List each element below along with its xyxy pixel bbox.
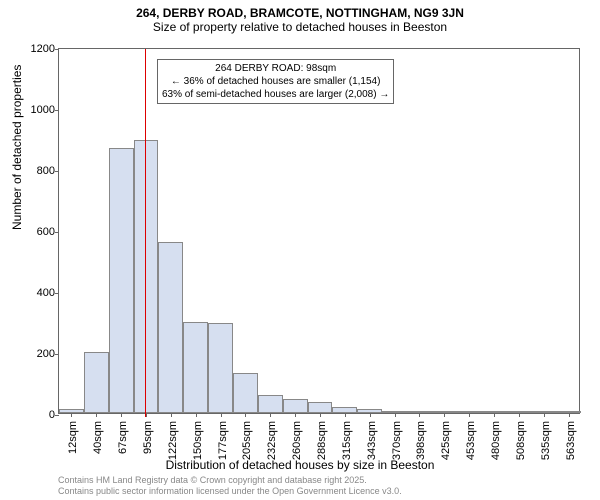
x-tick-label: 260sqm — [291, 419, 303, 460]
chart-plot-area: 02004006008001000120012sqm40sqm67sqm95sq… — [58, 48, 580, 414]
annotation-line: 63% of semi-detached houses are larger (… — [162, 88, 389, 101]
x-tick-label: 12sqm — [67, 419, 79, 454]
histogram-bar — [183, 322, 208, 414]
x-tick-label: 343sqm — [366, 419, 378, 460]
footer-attribution: Contains HM Land Registry data © Crown c… — [58, 475, 402, 498]
x-tick-label: 315sqm — [341, 419, 353, 460]
x-tick-label: 40sqm — [92, 419, 104, 454]
x-tick-label: 480sqm — [490, 419, 502, 460]
histogram-bar — [84, 352, 109, 413]
footer-line2: Contains public sector information licen… — [58, 486, 402, 498]
histogram-bar — [158, 242, 183, 413]
x-tick-label: 398sqm — [415, 419, 427, 460]
title-sub: Size of property relative to detached ho… — [0, 20, 600, 38]
histogram-bar — [233, 373, 258, 413]
x-tick-label: 563sqm — [565, 419, 577, 460]
title-main: 264, DERBY ROAD, BRAMCOTE, NOTTINGHAM, N… — [0, 0, 600, 20]
footer-line1: Contains HM Land Registry data © Crown c… — [58, 475, 402, 487]
x-tick-label: 370sqm — [391, 419, 403, 460]
x-tick-label: 288sqm — [316, 419, 328, 460]
x-tick-label: 177sqm — [217, 419, 229, 460]
x-axis-label: Distribution of detached houses by size … — [0, 458, 600, 472]
annotation-box: 264 DERBY ROAD: 98sqm← 36% of detached h… — [157, 59, 394, 104]
annotation-line: 264 DERBY ROAD: 98sqm — [162, 62, 389, 75]
x-tick-label: 535sqm — [540, 419, 552, 460]
x-tick-label: 425sqm — [440, 419, 452, 460]
histogram-bar — [308, 402, 333, 413]
x-tick-label: 205sqm — [241, 419, 253, 460]
annotation-line: ← 36% of detached houses are smaller (1,… — [162, 75, 389, 88]
histogram-bar — [208, 323, 233, 413]
x-tick-label: 150sqm — [192, 419, 204, 460]
y-axis-label: Number of detached properties — [10, 65, 24, 230]
histogram-bar — [283, 399, 308, 413]
x-tick-label: 232sqm — [266, 419, 278, 460]
x-tick-label: 95sqm — [142, 419, 154, 454]
x-tick-label: 67sqm — [117, 419, 129, 454]
x-tick-label: 122sqm — [167, 419, 179, 460]
reference-marker-line — [145, 49, 146, 417]
x-tick-label: 453sqm — [465, 419, 477, 460]
histogram-bar — [109, 148, 134, 413]
histogram-bar — [258, 395, 283, 413]
x-tick-label: 508sqm — [515, 419, 527, 460]
